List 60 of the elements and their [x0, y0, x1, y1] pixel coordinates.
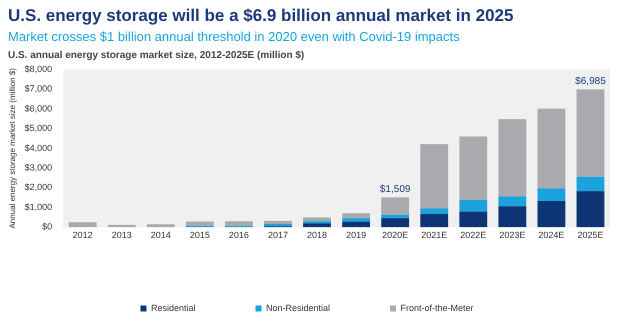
- text: U.S. annual energy storage market size, 2012-2025E (million $): [8, 50, 306, 61]
- bar: [459, 200, 488, 212]
- y-tick-label: $6,000: [24, 103, 52, 114]
- x-tick-label: 2021E: [421, 230, 448, 240]
- x-tick-label: 2016: [228, 230, 249, 240]
- x-tick-label: 2018: [307, 230, 328, 240]
- bar: [420, 144, 448, 208]
- bar: [576, 89, 604, 177]
- bar: [186, 221, 214, 226]
- x-tick-label: 2012: [72, 230, 93, 240]
- bar: [381, 218, 410, 228]
- chart-title: U.S. energy storage will be a $6.9 billion annual market in 2025: [8, 6, 514, 26]
- bar: [576, 191, 604, 228]
- bar: [459, 212, 488, 228]
- y-tick-label: $4,000: [24, 142, 52, 153]
- x-tick-label: 2022E: [460, 230, 486, 240]
- bar: [498, 206, 526, 228]
- bar: [68, 222, 97, 228]
- bar: [537, 108, 566, 189]
- bar: [381, 214, 410, 218]
- bar: [264, 220, 292, 224]
- x-tick-label: 2020E: [382, 230, 408, 240]
- bar: [537, 200, 566, 228]
- bar: [342, 222, 370, 228]
- y-tick-label: $3,000: [24, 162, 52, 173]
- bar: [381, 197, 410, 215]
- x-tick-label: 2013: [112, 230, 132, 240]
- bar: [420, 214, 448, 228]
- total-label: $6,985: [575, 76, 606, 88]
- x-tick-label: 2014: [150, 230, 171, 240]
- chart-subtitle: Market crosses $1 billion annual threshold in 2020 even with Covid-19 impacts: [8, 29, 461, 44]
- bar: [146, 224, 175, 228]
- bar: [342, 218, 370, 222]
- bar: [342, 213, 370, 218]
- bar: [576, 176, 604, 192]
- y-tick-label: $5,000: [24, 123, 52, 134]
- x-tick-label: 2024E: [538, 230, 564, 240]
- bar: [537, 188, 566, 201]
- bar: [224, 221, 253, 226]
- x-tick-label: 2019: [346, 230, 366, 240]
- x-tick-label: 2015: [190, 230, 210, 240]
- y-tick-label: $2,000: [24, 182, 52, 192]
- legend-label: Residential: [150, 302, 196, 313]
- x-tick-label: 2023E: [499, 230, 526, 240]
- x-tick-label: 2025E: [577, 230, 604, 240]
- y-tick-label: $1,000: [24, 202, 52, 212]
- bar: [303, 223, 331, 228]
- legend-label: Non-Residential: [266, 302, 330, 313]
- y-tick-label: $8,000: [24, 64, 52, 74]
- x-tick-label: 2017: [268, 230, 288, 240]
- bar: [420, 208, 448, 214]
- y-tick-label: $7,000: [24, 84, 52, 94]
- y-tick-label: $0: [42, 222, 52, 232]
- bar: [498, 196, 526, 206]
- y-axis-title: Annual energy storage market size (million $): [8, 68, 18, 229]
- bar: [498, 119, 526, 196]
- total-label: $1,509: [380, 184, 411, 196]
- legend-label: Front-of-the-Meter: [400, 302, 474, 313]
- bar: [459, 136, 488, 200]
- bar: [303, 217, 331, 222]
